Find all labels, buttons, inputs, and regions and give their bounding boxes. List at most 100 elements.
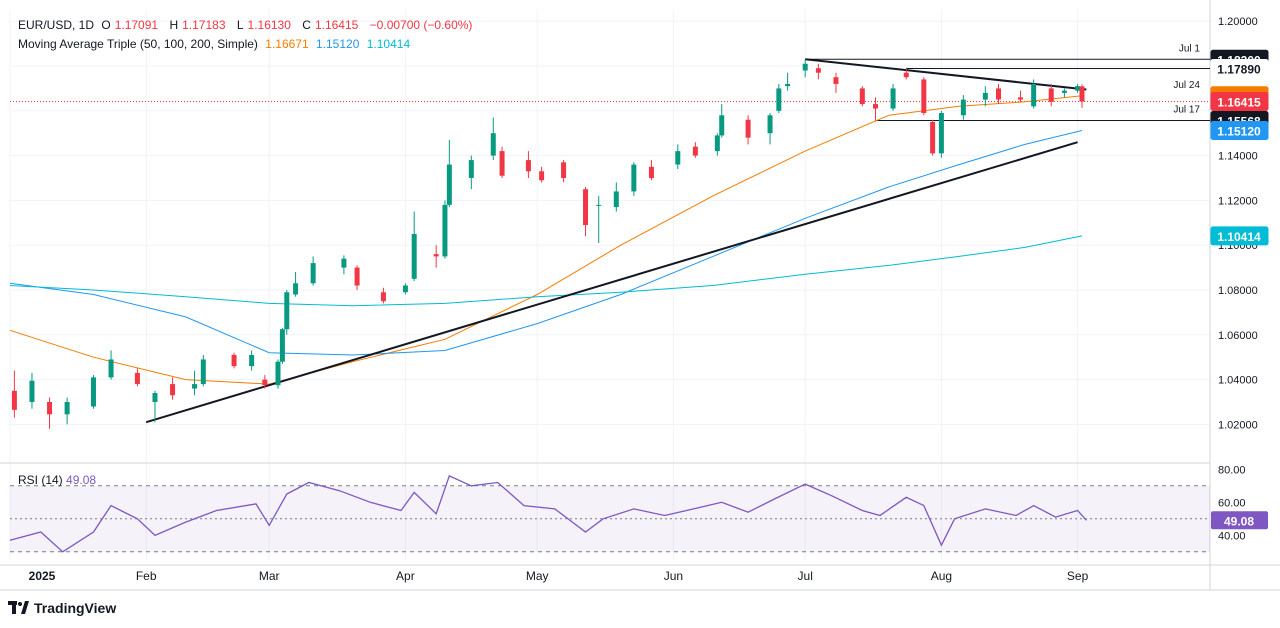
candle-body: [938, 113, 944, 154]
rsi-value-box: [1211, 511, 1268, 530]
candle-body: [249, 354, 255, 367]
candle-body: [890, 88, 896, 109]
rsi-line: [9, 475, 1087, 553]
open-label: O: [101, 18, 111, 32]
rsi-value-label: 49.08: [1224, 514, 1254, 528]
candle-body: [499, 151, 505, 176]
high-readout: H 1.17183: [169, 18, 229, 32]
candle-body: [1048, 88, 1054, 102]
price-tick-label: 1.14000: [1218, 151, 1258, 163]
candle-body: [921, 79, 927, 114]
candle-body: [776, 88, 782, 111]
candle-body: [1079, 86, 1085, 102]
candle-body: [341, 258, 347, 268]
candle-body: [745, 119, 751, 138]
low-readout: L 1.16130: [237, 18, 295, 32]
price-tick-label: 1.06000: [1218, 330, 1258, 342]
low-label: L: [236, 18, 244, 32]
price-tick-label: 1.04000: [1218, 375, 1258, 387]
candle-body: [1017, 97, 1023, 100]
ohlc-header: EUR/USD, 1D O 1.17091 H 1.17183 L 1.16130 C…: [18, 18, 476, 32]
candle-body: [859, 88, 865, 105]
open-readout: O 1.17091: [101, 18, 162, 32]
candle-body: [802, 63, 808, 71]
candle-body: [1061, 90, 1067, 93]
candle-body: [170, 384, 176, 396]
trendline: [805, 58, 1087, 91]
candle-body: [719, 115, 725, 136]
candle-body: [675, 151, 681, 165]
candle-body: [446, 164, 452, 205]
ma-title: Moving Average Triple (50, 100, 200, Sim…: [18, 37, 258, 51]
candle-body: [468, 160, 474, 178]
candle-body: [996, 88, 1002, 100]
candle-body: [872, 104, 878, 109]
price-label-box: [1210, 58, 1269, 78]
price-label-text: 1.16415: [1217, 96, 1261, 110]
rsi-header: RSI (14) 49.08: [18, 473, 96, 487]
candle-body: [982, 92, 988, 100]
rsi-title: RSI (14): [18, 473, 63, 487]
candle-body: [411, 234, 417, 279]
candle-body: [960, 99, 966, 116]
time-tick-label: Jun: [664, 569, 683, 583]
candle-body: [561, 162, 567, 178]
candle-body: [767, 115, 773, 134]
rsi-tick-label: 60.00: [1218, 497, 1246, 509]
candle-body: [785, 83, 791, 87]
candle-body: [29, 380, 35, 402]
ma-line-1: [9, 95, 1083, 385]
rsi-tick-label: 40.00: [1218, 530, 1246, 542]
candle-body: [583, 189, 589, 226]
price-tick-label: 1.02000: [1218, 419, 1258, 431]
candle-body: [262, 379, 268, 386]
time-tick-label: Feb: [136, 569, 157, 583]
level-date-label: Jul 1: [1179, 43, 1201, 54]
candle-body: [293, 283, 299, 295]
close-readout: C 1.16415: [302, 18, 362, 32]
candle-body: [200, 359, 206, 385]
candle-body: [64, 402, 70, 415]
candle-body: [402, 285, 408, 293]
tradingview-logo-icon: [8, 601, 29, 614]
ma50-value: 1.16671: [265, 37, 309, 51]
time-tick-label: Aug: [931, 569, 952, 583]
logo-text: TradingView: [34, 600, 117, 616]
symbol-label: EUR/USD, 1D: [18, 18, 95, 32]
candle-body: [613, 191, 619, 208]
high-value: 1.17183: [182, 18, 226, 32]
candle-body: [134, 372, 140, 385]
close-label: C: [302, 18, 311, 32]
price-tick-label: 1.20000: [1218, 16, 1258, 28]
level-date-label: Jul 24: [1173, 80, 1200, 91]
candle-body: [192, 384, 198, 389]
tradingview-logo[interactable]: TradingView: [8, 600, 116, 616]
candle-body: [692, 146, 698, 156]
candle-body: [231, 354, 237, 367]
candle-body: [310, 263, 316, 284]
time-tick-label: Mar: [259, 569, 280, 583]
price-label-text: 1.10414: [1217, 230, 1261, 244]
candle-body: [354, 267, 360, 286]
ma200-value: 1.10414: [366, 37, 411, 51]
level-date-label: Jul 17: [1173, 104, 1200, 115]
rsi-tick-label: 80.00: [1218, 464, 1246, 476]
candle-body: [525, 160, 531, 172]
candle-body: [442, 204, 448, 257]
price-label-box: [1210, 121, 1269, 141]
candle-body: [380, 292, 386, 302]
candle-body: [152, 393, 158, 402]
candle-body: [815, 68, 821, 73]
candle-body: [284, 292, 290, 330]
candle-body: [903, 72, 909, 78]
close-value: 1.16415: [314, 18, 359, 32]
change-value: −0.00700 (−0.60%): [369, 18, 473, 32]
time-tick-label: May: [526, 569, 549, 583]
candle-body: [279, 329, 285, 362]
time-tick-label: Sep: [1067, 569, 1089, 583]
candle-body: [648, 166, 654, 178]
candle-body: [930, 122, 936, 154]
low-value: 1.16130: [247, 18, 291, 32]
ma-line-3: [9, 235, 1083, 307]
